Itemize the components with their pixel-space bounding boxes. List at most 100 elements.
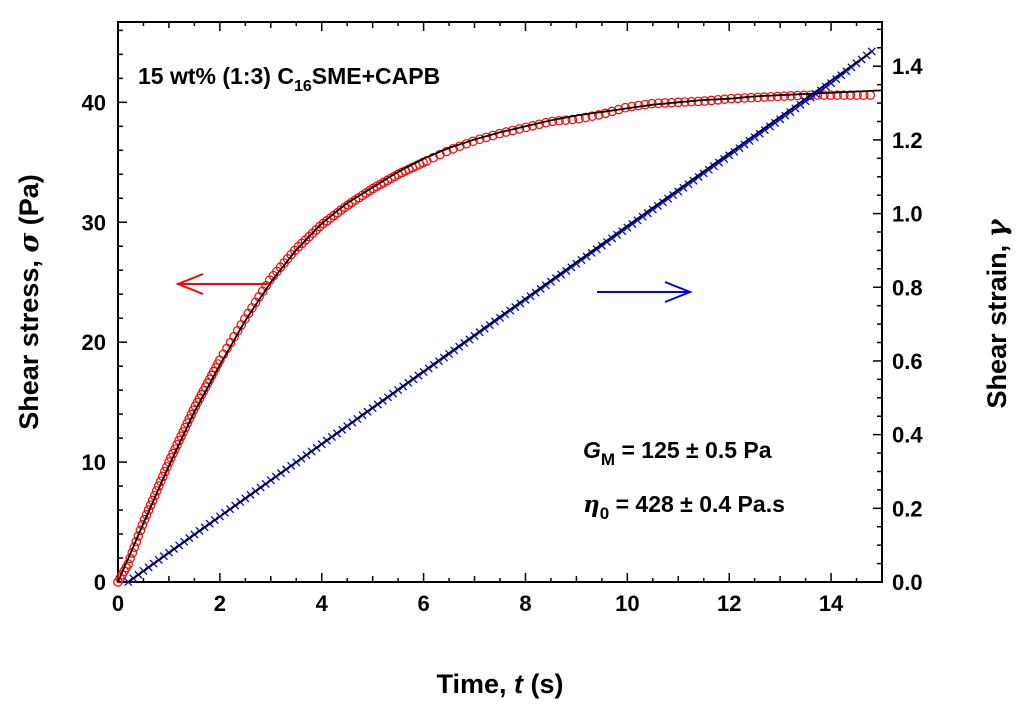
- x-tick-label: 0: [112, 591, 124, 616]
- data-point: [752, 92, 763, 103]
- y-left-axis-ticks: 0 10 20 30 40: [82, 29, 127, 595]
- data-point: [145, 500, 156, 511]
- data-point: [669, 191, 678, 200]
- y-right-tick-label: 0.8: [892, 275, 923, 300]
- chart-title: 15 wt% (1:3) C16SME+CAPB: [138, 63, 440, 95]
- x-tick-label: 6: [417, 591, 429, 616]
- data-point: [133, 531, 144, 541]
- y-right-tick-label: 0.6: [892, 349, 923, 374]
- x-tick-label: 2: [214, 591, 226, 616]
- data-point: [725, 151, 734, 160]
- data-point: [779, 91, 790, 101]
- data-point: [819, 90, 829, 100]
- data-point: [560, 115, 571, 125]
- annotation-eta: η0 = 428 ± 0.4 Pa.s: [583, 491, 785, 523]
- data-point: [786, 107, 795, 117]
- y-left-tick-label: 10: [82, 450, 106, 475]
- data-point: [801, 97, 810, 106]
- y-right-tick-label: 1.0: [892, 202, 923, 227]
- data-point: [750, 133, 759, 142]
- data-point: [684, 180, 693, 189]
- right-axis-arrow: [597, 281, 693, 303]
- data-point: [709, 162, 718, 171]
- data-point: [792, 90, 803, 101]
- data-point: [699, 169, 708, 178]
- data-point: [735, 144, 744, 153]
- data-point: [137, 520, 148, 530]
- data-point: [806, 93, 815, 102]
- data-point: [770, 118, 780, 127]
- fit-line: [117, 89, 883, 583]
- data-point: [760, 126, 769, 135]
- data-point: [689, 176, 698, 185]
- data-point: [765, 122, 775, 131]
- data-point: [821, 82, 831, 91]
- y-left-tick-label: 20: [82, 330, 106, 355]
- data-point: [766, 91, 776, 102]
- annotation-gm: GM = 125 ± 0.5 Pa: [583, 437, 772, 469]
- data-point: [679, 183, 688, 192]
- y-right-tick-label: 0.2: [892, 496, 923, 521]
- data-point: [759, 92, 770, 102]
- data-point: [745, 136, 754, 145]
- y-left-axis-title: Shear stress, σ (Pa): [14, 174, 45, 430]
- x-axis-title: Time, t (s): [436, 669, 563, 699]
- data-point: [594, 110, 604, 120]
- data-point: [141, 510, 152, 520]
- data-point: [600, 108, 611, 119]
- data-point: [825, 90, 836, 100]
- data-point: [740, 140, 749, 149]
- data-point: [643, 209, 652, 218]
- x-tick-label: 4: [316, 591, 329, 616]
- y-right-tick-label: 0.4: [892, 423, 923, 448]
- data-point: [658, 198, 668, 207]
- data-point: [714, 158, 724, 167]
- data-point: [772, 91, 783, 102]
- data-point: [832, 90, 842, 100]
- data-point: [664, 194, 673, 203]
- x-tick-label: 8: [519, 591, 531, 616]
- fit-line: [127, 50, 873, 583]
- y-right-tick-label: 1.4: [892, 54, 923, 79]
- series-layer: [113, 47, 883, 587]
- series-3: [127, 50, 873, 583]
- data-point: [694, 172, 703, 182]
- data-point: [580, 112, 591, 123]
- data-point: [781, 111, 790, 120]
- data-point: [832, 75, 841, 84]
- data-point: [838, 90, 849, 100]
- y-right-axis-title: Shear strain, γ: [982, 218, 1013, 408]
- data-point: [587, 111, 597, 121]
- data-point: [139, 514, 150, 525]
- data-point: [143, 505, 154, 515]
- data-point: [730, 147, 739, 156]
- x-axis-ticks: 0 2 4 6 8 10 12 14: [112, 22, 883, 616]
- data-point: [755, 129, 764, 138]
- data-point: [837, 71, 846, 80]
- y-right-axis-ticks: 0.0 0.2 0.4 0.6 0.8 1.0 1.2 1.4: [873, 28, 923, 595]
- data-point: [704, 165, 713, 174]
- x-tick-label: 10: [615, 591, 639, 616]
- series-1: [117, 89, 883, 583]
- data-point: [776, 115, 785, 124]
- data-point: [554, 115, 564, 126]
- y-right-tick-label: 0.0: [892, 570, 923, 595]
- data-point: [648, 205, 657, 214]
- y-left-tick-label: 30: [82, 210, 106, 235]
- data-point: [720, 154, 729, 164]
- data-point: [791, 104, 800, 113]
- y-right-tick-label: 1.2: [892, 128, 923, 153]
- data-point: [567, 114, 578, 125]
- data-point: [827, 79, 836, 88]
- data-point: [796, 100, 805, 109]
- left-axis-arrow: [175, 273, 267, 295]
- data-point: [845, 90, 856, 100]
- data-point: [674, 187, 683, 196]
- x-tick-label: 14: [819, 591, 844, 616]
- y-left-tick-label: 0: [94, 570, 106, 595]
- data-point: [135, 525, 146, 536]
- y-left-tick-label: 40: [82, 90, 106, 115]
- data-point: [786, 91, 796, 101]
- x-tick-label: 12: [717, 591, 741, 616]
